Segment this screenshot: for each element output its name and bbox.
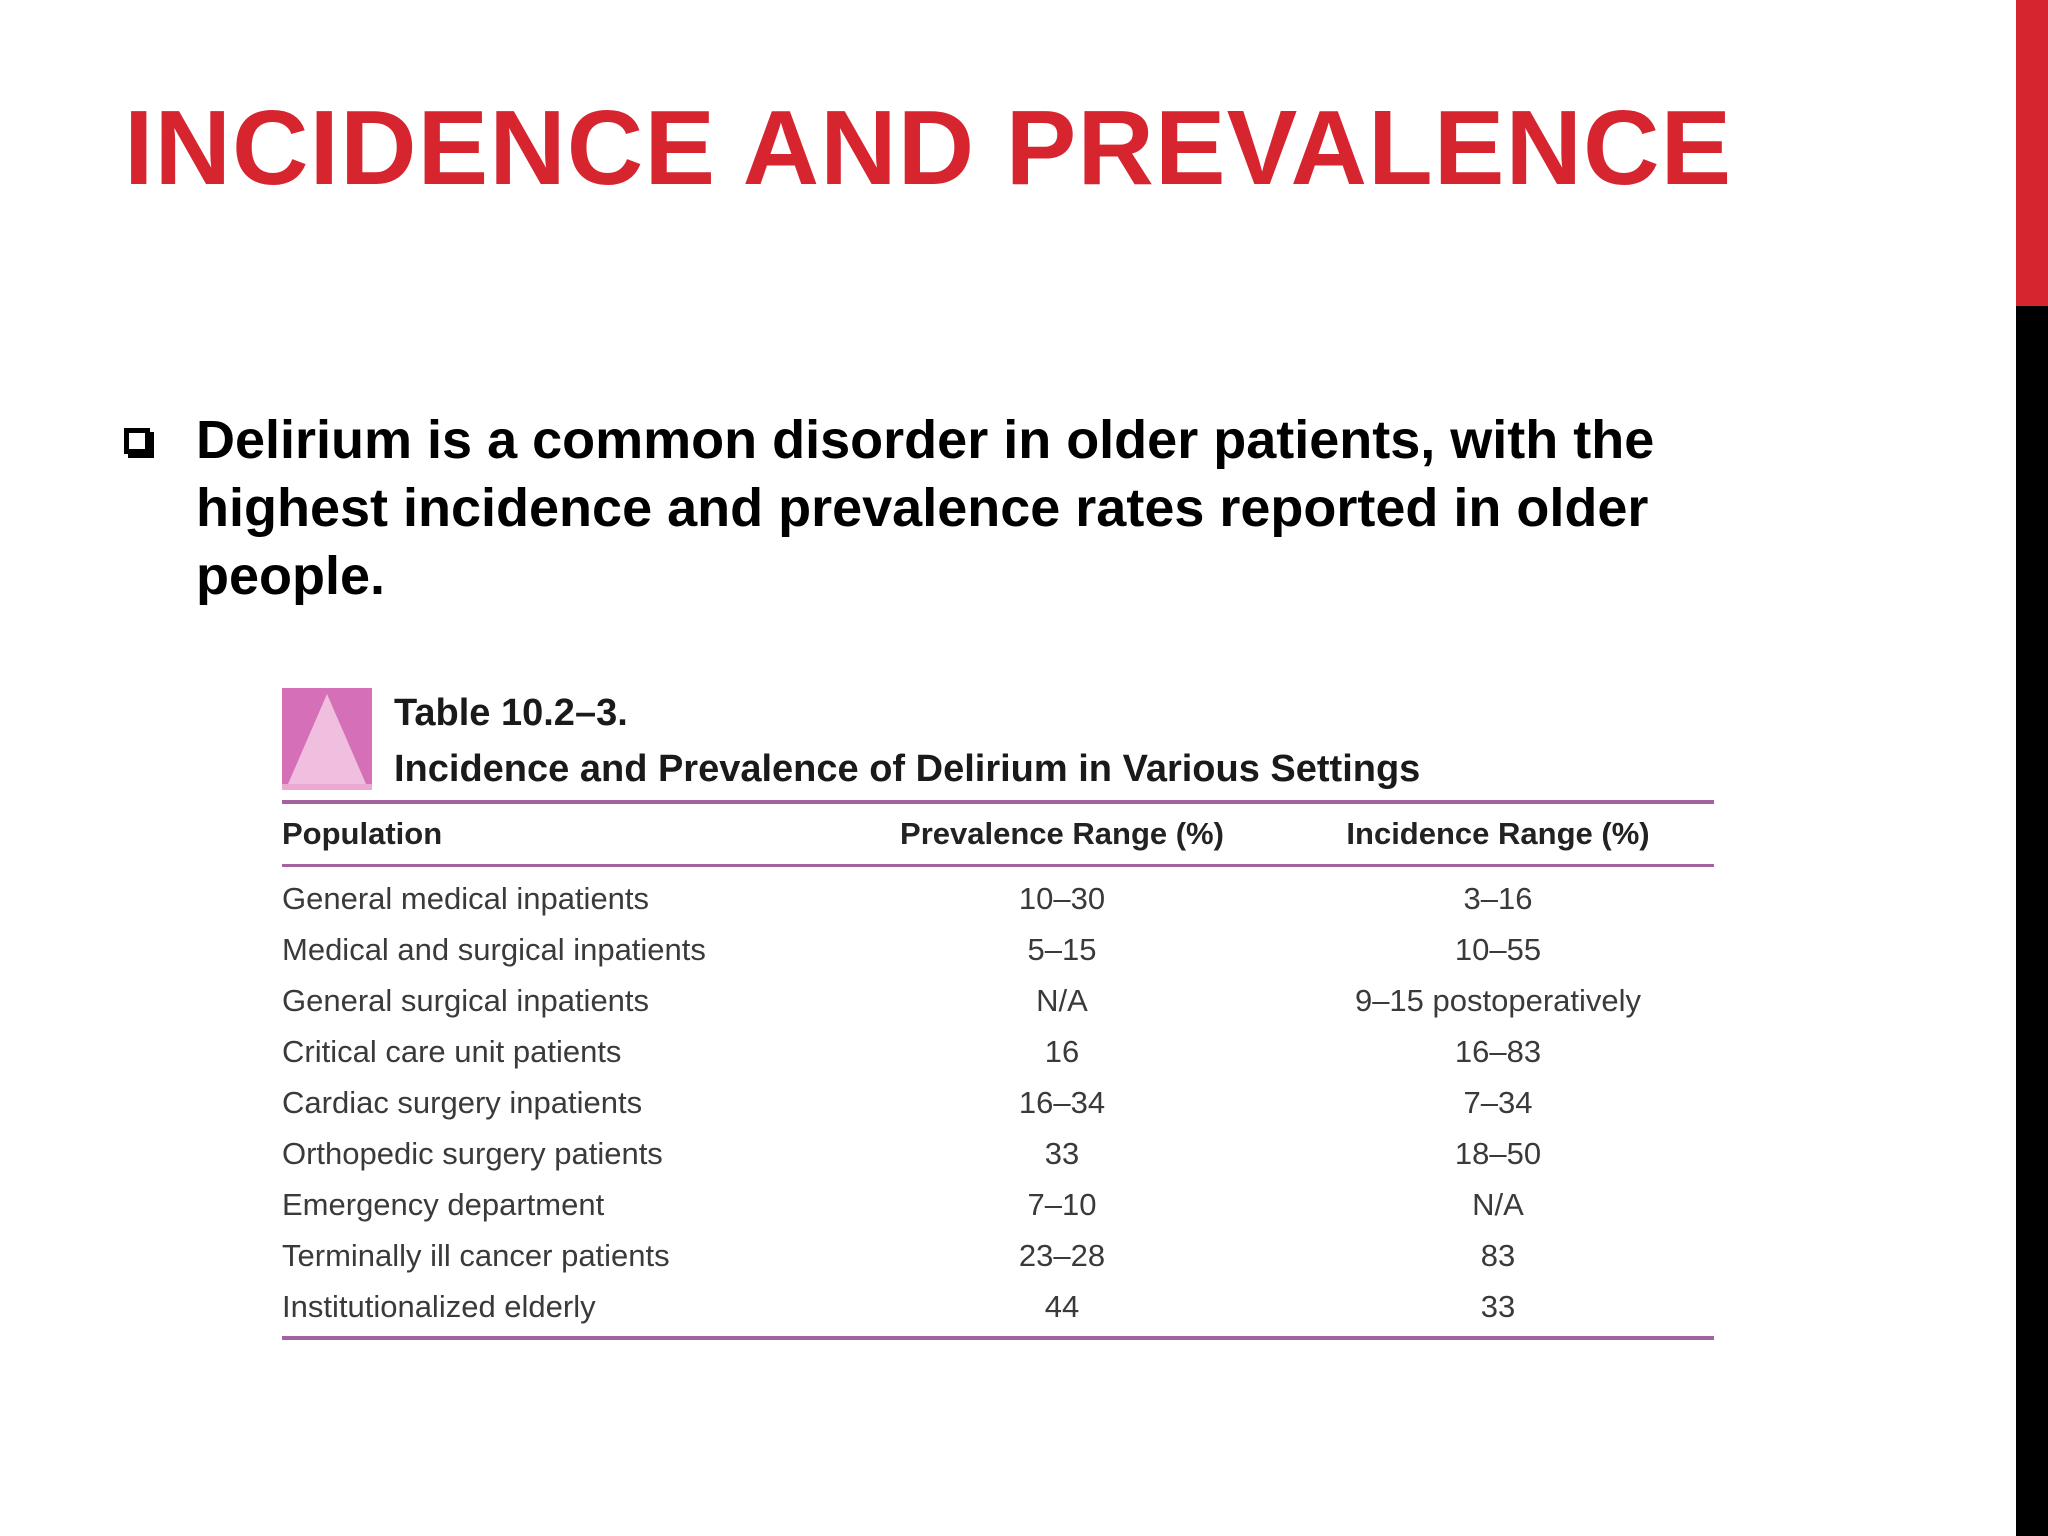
table-rule-mid — [282, 864, 1714, 867]
cell-population: General medical inpatients — [282, 880, 650, 916]
cell-population: Institutionalized elderly — [282, 1288, 596, 1324]
slide-title: INCIDENCE AND PREVALENCE — [124, 89, 1733, 207]
cell-population: Emergency department — [282, 1186, 605, 1222]
table-row: Medical and surgical inpatients 5–15 10–… — [282, 924, 1714, 975]
cell-incidence: 83 — [1480, 1237, 1516, 1273]
checkbox-bullet-icon — [124, 428, 150, 454]
table-row: Terminally ill cancer patients 23–28 83 — [282, 1230, 1714, 1281]
table-row: Cardiac surgery inpatients 16–34 7–34 — [282, 1077, 1714, 1128]
table-header: Table 10.2–3. Incidence and Prevalence o… — [282, 686, 1714, 790]
column-header-population: Population — [282, 816, 443, 851]
table-caption: Incidence and Prevalence of Delirium in … — [394, 748, 1421, 790]
cell-population: General surgical inpatients — [282, 982, 650, 1018]
table-row: General medical inpatients 10–30 3–16 — [282, 867, 1714, 924]
table-row: Emergency department 7–10 N/A — [282, 1179, 1714, 1230]
triangle-icon — [282, 688, 372, 790]
table-label: Table 10.2–3. — [394, 692, 628, 734]
table-header-row: Population Prevalence Range (%) Incidenc… — [282, 804, 1714, 864]
cell-prevalence: 33 — [1044, 1135, 1080, 1171]
bullet-item: Delirium is a common disorder in older p… — [124, 406, 1784, 610]
table-figure: Table 10.2–3. Incidence and Prevalence o… — [282, 686, 1714, 1340]
cell-incidence: 10–55 — [1454, 931, 1542, 967]
cell-prevalence: 16 — [1044, 1033, 1080, 1069]
cell-population: Orthopedic surgery patients — [282, 1135, 663, 1171]
cell-prevalence: 7–10 — [1027, 1186, 1097, 1222]
table-row: Critical care unit patients 16 16–83 — [282, 1026, 1714, 1077]
cell-incidence: 33 — [1480, 1288, 1516, 1324]
accent-bar-black — [2016, 306, 2048, 1536]
cell-population: Cardiac surgery inpatients — [282, 1084, 643, 1120]
cell-population: Medical and surgical inpatients — [282, 931, 706, 967]
cell-incidence: 3–16 — [1463, 880, 1533, 916]
bullet-text: Delirium is a common disorder in older p… — [196, 410, 1655, 606]
cell-prevalence: 16–34 — [1018, 1084, 1106, 1120]
cell-incidence: N/A — [1472, 1186, 1524, 1222]
table-row: General surgical inpatients N/A 9–15 pos… — [282, 975, 1714, 1026]
column-header-prevalence: Prevalence Range (%) — [900, 816, 1224, 851]
accent-bar-red — [2016, 0, 2048, 306]
cell-prevalence: 44 — [1044, 1288, 1080, 1324]
cell-prevalence: 10–30 — [1018, 880, 1106, 916]
table-rule-bottom — [282, 1336, 1714, 1340]
cell-prevalence: 5–15 — [1027, 931, 1097, 967]
cell-prevalence: N/A — [1036, 982, 1088, 1018]
cell-prevalence: 23–28 — [1018, 1237, 1106, 1273]
cell-population: Critical care unit patients — [282, 1033, 622, 1069]
cell-incidence: 16–83 — [1454, 1033, 1542, 1069]
table-row: Institutionalized elderly 44 33 — [282, 1281, 1714, 1336]
data-table-body: General medical inpatients 10–30 3–16 Me… — [282, 867, 1714, 1336]
cell-incidence: 7–34 — [1463, 1084, 1533, 1120]
table-rule-top — [282, 800, 1714, 804]
data-table: Population Prevalence Range (%) Incidenc… — [282, 804, 1714, 864]
table-row: Orthopedic surgery patients 33 18–50 — [282, 1128, 1714, 1179]
cell-population: Terminally ill cancer patients — [282, 1237, 670, 1273]
column-header-incidence: Incidence Range (%) — [1346, 816, 1650, 851]
cell-incidence: 18–50 — [1454, 1135, 1542, 1171]
cell-incidence: 9–15 postoperatively — [1354, 982, 1642, 1018]
